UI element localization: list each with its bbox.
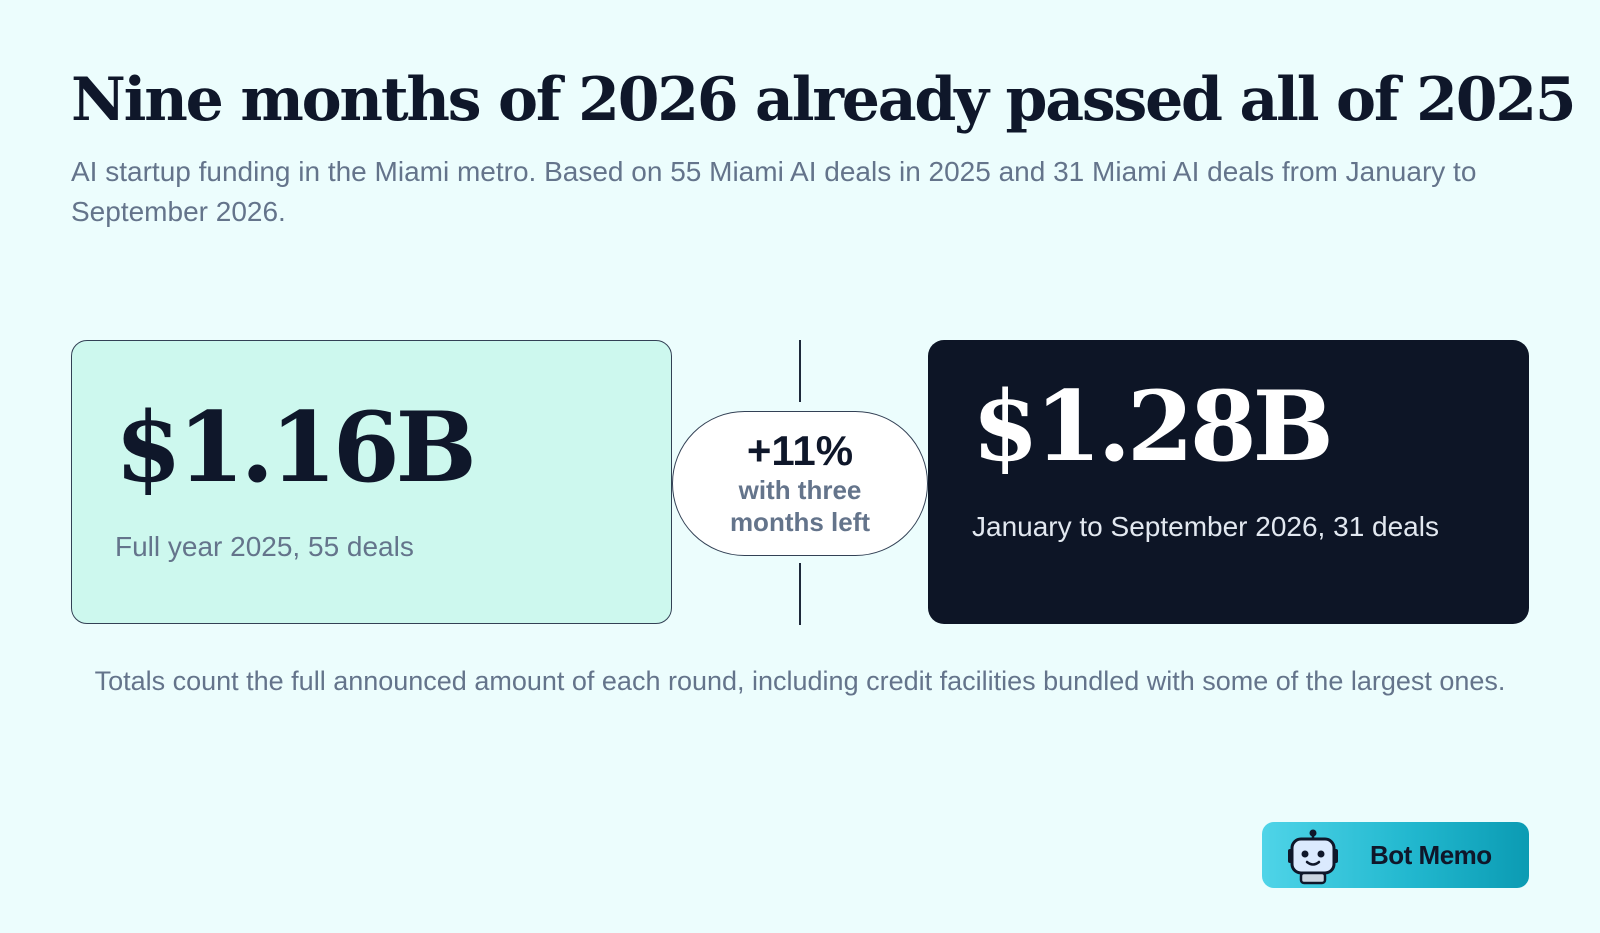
amount-2026: $1.28B <box>972 370 1334 483</box>
change-pill: +11% with three months left <box>672 411 928 556</box>
card-2025: $1.16B Full year 2025, 55 deals <box>71 340 672 624</box>
change-percent: +11% <box>746 427 854 474</box>
change-note: with three months left <box>729 475 871 537</box>
divider-line-top <box>799 340 801 402</box>
page-title: Nine months of 2026 already passed all o… <box>71 65 1577 135</box>
divider-line-bottom <box>799 563 801 625</box>
footnote: Totals count the full announced amount o… <box>94 666 1506 696</box>
label-2026: January to September 2026, 31 deals <box>972 511 1439 542</box>
page-subtitle: AI startup funding in the Miami metro. B… <box>71 156 1477 227</box>
amount-2025: $1.16B <box>115 391 477 504</box>
brand-name: Bot Memo <box>1370 840 1492 870</box>
robot-icon <box>1288 829 1338 885</box>
label-2025: Full year 2025, 55 deals <box>115 531 414 562</box>
card-2026: $1.28B January to September 2026, 31 dea… <box>928 340 1529 624</box>
brand-badge: Bot Memo <box>1262 822 1529 888</box>
